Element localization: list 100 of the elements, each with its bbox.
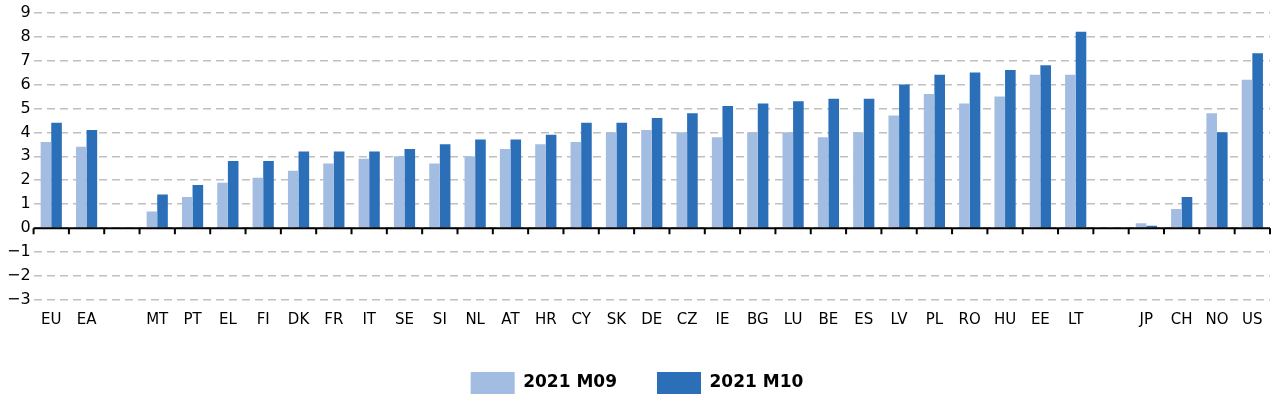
y-tick-label: −1 xyxy=(6,241,31,261)
bar xyxy=(40,141,52,228)
y-tick-label: 9 xyxy=(20,1,31,21)
x-tick-label: EA xyxy=(76,309,98,328)
bar xyxy=(535,144,546,228)
bar xyxy=(687,113,698,228)
x-tick-label: LV xyxy=(890,309,909,328)
bar xyxy=(899,84,910,228)
x-tick-label: BG xyxy=(746,309,769,328)
x-tick-label: HU xyxy=(993,309,1017,328)
x-tick-label: HR xyxy=(534,309,557,328)
bar xyxy=(51,122,62,228)
bar xyxy=(959,103,970,228)
bar xyxy=(817,137,829,228)
bar xyxy=(86,129,98,228)
bar xyxy=(1217,132,1228,228)
x-tick-label: SI xyxy=(432,309,447,328)
bar xyxy=(747,132,758,228)
bar xyxy=(252,177,264,228)
bar xyxy=(1065,74,1076,228)
bar xyxy=(499,149,511,228)
y-tick-label: 4 xyxy=(20,121,31,141)
bar xyxy=(146,211,158,228)
bar xyxy=(923,94,935,228)
bar xyxy=(1171,208,1182,228)
bar xyxy=(651,117,663,228)
bar xyxy=(1135,223,1147,228)
bar xyxy=(181,197,193,228)
x-tick-label: CZ xyxy=(676,309,698,328)
bar xyxy=(863,98,875,228)
x-tick-label: PL xyxy=(925,309,944,328)
bar xyxy=(641,129,652,228)
x-tick-label: MT xyxy=(146,309,170,328)
bar xyxy=(1252,53,1263,228)
bar xyxy=(287,170,299,228)
bar xyxy=(934,74,945,228)
bar xyxy=(888,115,900,228)
bar xyxy=(793,101,804,228)
x-tick-label: PT xyxy=(183,309,203,328)
bar xyxy=(757,103,769,228)
y-tick-label: −3 xyxy=(6,289,31,309)
x-tick-label: IT xyxy=(362,309,377,328)
x-tick-label: FI xyxy=(256,309,270,328)
bar xyxy=(323,163,334,228)
bar xyxy=(298,151,310,228)
y-tick-label: 3 xyxy=(20,145,31,165)
x-tick-label: DE xyxy=(641,309,663,328)
legend-label: 2021 M09 xyxy=(523,371,618,392)
x-tick-label: LT xyxy=(1067,309,1085,328)
bar xyxy=(1241,79,1253,228)
bar xyxy=(263,161,274,228)
x-tick-label: IE xyxy=(715,309,730,328)
x-tick-label: EU xyxy=(41,309,62,328)
bar xyxy=(157,194,168,228)
x-tick-label: BE xyxy=(818,309,839,328)
bar xyxy=(828,98,840,228)
x-tick-label: JP xyxy=(1138,309,1154,328)
bar xyxy=(393,156,405,228)
y-tick-label: 8 xyxy=(20,25,31,45)
x-tick-label: NO xyxy=(1205,309,1229,328)
bar xyxy=(369,151,380,228)
bar xyxy=(1075,31,1087,228)
bar xyxy=(616,122,628,228)
bar xyxy=(1206,113,1218,228)
bar xyxy=(853,132,864,228)
y-tick-label: −2 xyxy=(6,265,31,285)
x-tick-label: NL xyxy=(465,309,486,328)
y-tick-label: 2 xyxy=(20,169,31,189)
bar xyxy=(217,182,228,228)
legend-label: 2021 M10 xyxy=(709,371,804,392)
bar xyxy=(1040,65,1051,228)
bar xyxy=(581,122,592,228)
x-tick-label: AT xyxy=(501,309,521,328)
bar xyxy=(1181,197,1193,228)
bar xyxy=(605,132,617,228)
bar xyxy=(510,139,522,228)
x-tick-label: ES xyxy=(854,309,874,328)
bar xyxy=(969,72,981,228)
bar xyxy=(358,158,370,228)
bar xyxy=(1005,70,1016,228)
bar xyxy=(464,156,476,228)
x-tick-label: SE xyxy=(395,309,415,328)
x-tick-label: US xyxy=(1242,309,1263,328)
x-tick-label: SK xyxy=(606,309,628,328)
x-tick-label: RO xyxy=(958,309,981,328)
bar xyxy=(75,146,87,228)
bar xyxy=(192,185,204,228)
y-tick-label: 1 xyxy=(20,193,31,213)
x-tick-label: DK xyxy=(287,309,311,328)
bar xyxy=(570,141,582,228)
bar xyxy=(404,149,416,228)
bar xyxy=(711,137,723,228)
bar xyxy=(545,134,557,228)
bar xyxy=(439,144,451,228)
y-tick-label: 6 xyxy=(20,73,31,93)
x-tick-label: EE xyxy=(1030,309,1050,328)
bar xyxy=(676,132,688,228)
bar xyxy=(475,139,486,228)
bar xyxy=(994,96,1006,228)
y-tick-label: 5 xyxy=(20,97,31,117)
